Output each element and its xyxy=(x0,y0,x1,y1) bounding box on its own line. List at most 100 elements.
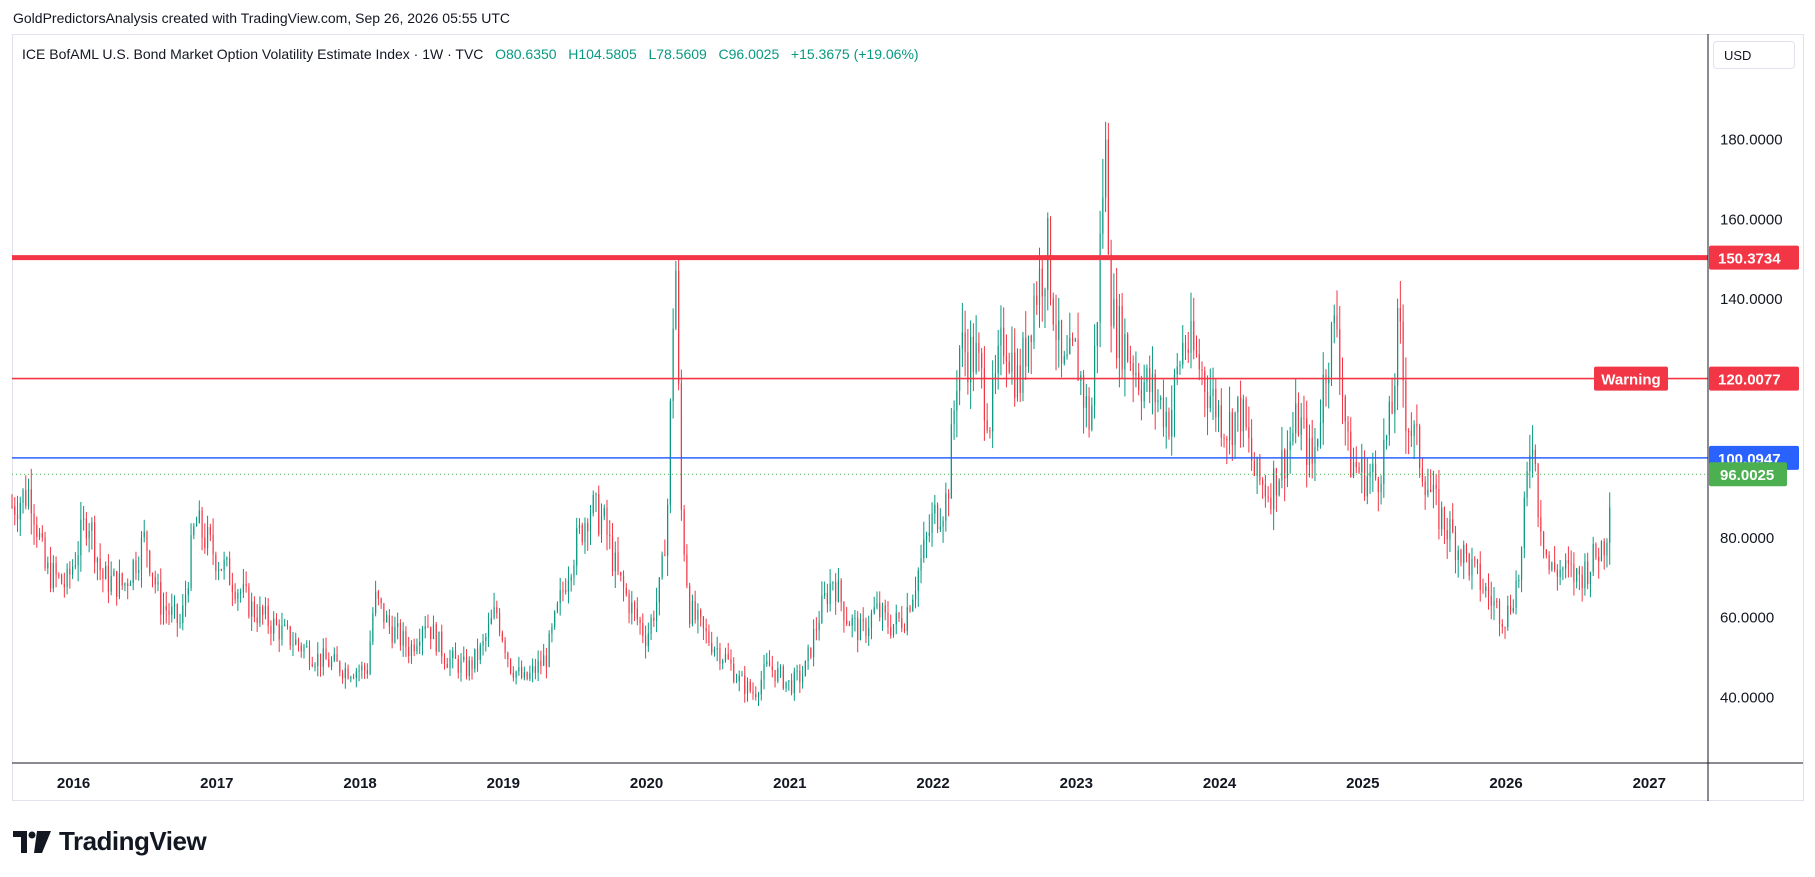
candle-body xyxy=(1366,476,1368,497)
candle-body xyxy=(981,352,983,369)
candle-body xyxy=(824,592,826,596)
candle-body xyxy=(622,575,625,588)
last-price-label: 96.0025 xyxy=(1720,467,1774,484)
candle-body xyxy=(344,668,346,679)
candle-body xyxy=(1308,437,1311,466)
candle-body xyxy=(543,655,545,666)
candle-body xyxy=(485,636,487,641)
candle-body xyxy=(151,572,154,578)
candle-body xyxy=(1052,298,1054,325)
candle-body xyxy=(162,606,165,615)
candle-body xyxy=(479,645,481,660)
y-tick-label: 80.0000 xyxy=(1720,530,1774,547)
candle-body xyxy=(1198,354,1200,370)
candle-body xyxy=(661,554,663,578)
candle-body xyxy=(986,420,988,431)
x-tick-label: 2016 xyxy=(57,775,90,792)
candle-body xyxy=(512,672,514,678)
candle-body xyxy=(813,629,815,658)
candle-body xyxy=(377,591,379,599)
candle-body xyxy=(1303,417,1305,419)
candle-body xyxy=(936,504,939,530)
candle-body xyxy=(509,658,512,673)
candle-body xyxy=(1226,439,1228,441)
candle-body xyxy=(1262,480,1264,485)
candle-body xyxy=(768,661,771,667)
candle-body xyxy=(837,580,840,602)
candle-body xyxy=(471,660,473,669)
x-tick-label: 2018 xyxy=(343,775,376,792)
candles-layer xyxy=(11,121,1611,706)
candle-body xyxy=(1273,468,1275,510)
candle-body xyxy=(1311,437,1313,464)
candle-body xyxy=(1149,368,1151,392)
candle-body xyxy=(636,608,638,620)
candle-body xyxy=(1526,471,1528,498)
candle-body xyxy=(74,565,76,567)
candle-body xyxy=(1165,411,1167,428)
candle-body xyxy=(1143,382,1145,402)
candle-body xyxy=(928,532,930,536)
candle-body xyxy=(694,601,696,620)
currency-selector[interactable]: USD xyxy=(1713,41,1795,69)
candle-body xyxy=(1267,496,1269,498)
candle-body xyxy=(559,590,561,604)
candle-body xyxy=(405,631,407,647)
candle-body xyxy=(1496,600,1498,602)
candle-body xyxy=(631,602,633,614)
candle-body xyxy=(330,660,333,667)
candle-body xyxy=(1476,559,1479,564)
candle-body xyxy=(441,631,443,657)
candle-body xyxy=(38,533,41,537)
candle-body xyxy=(1016,365,1019,398)
candle-body xyxy=(1319,422,1322,439)
candle-body xyxy=(193,526,195,536)
candle-body xyxy=(1424,481,1426,495)
candle-body xyxy=(275,618,278,625)
candle-body xyxy=(978,342,980,353)
candle-body xyxy=(722,660,724,664)
candle-body xyxy=(146,531,148,552)
candle-body xyxy=(22,489,24,503)
candle-body xyxy=(801,676,804,683)
candle-body xyxy=(41,533,43,538)
candle-body xyxy=(319,653,322,667)
candle-body xyxy=(617,552,619,573)
candle-body xyxy=(887,612,889,627)
candle-body xyxy=(96,558,98,563)
candle-body xyxy=(923,539,925,559)
candle-body xyxy=(85,518,87,539)
candle-body xyxy=(347,668,349,679)
candle-body xyxy=(939,526,941,530)
candle-body xyxy=(1286,449,1289,479)
candle-body xyxy=(700,609,702,617)
candle-body xyxy=(1245,399,1247,428)
candle-body xyxy=(314,665,316,667)
candle-body xyxy=(1322,374,1324,423)
candle-body xyxy=(664,554,666,556)
candle-body xyxy=(99,558,101,570)
candle-body xyxy=(487,623,490,637)
x-tick-label: 2021 xyxy=(773,775,806,792)
candle-body xyxy=(110,575,112,592)
candle-body xyxy=(1168,411,1170,437)
candle-body xyxy=(1587,561,1589,584)
tradingview-logo[interactable]: TradingView xyxy=(13,826,207,857)
candle-body xyxy=(1518,580,1520,582)
candle-body xyxy=(1540,517,1542,532)
candle-body xyxy=(421,629,424,642)
candle-body xyxy=(1584,561,1586,588)
candle-body xyxy=(746,681,749,694)
candle-body xyxy=(1471,558,1473,576)
candle-body xyxy=(1209,396,1211,408)
candle-body xyxy=(44,537,46,569)
candle-body xyxy=(143,531,145,538)
candle-body xyxy=(1124,334,1126,370)
candle-body xyxy=(493,607,495,618)
candle-body xyxy=(570,577,572,581)
candle-body xyxy=(675,270,677,329)
candle-body xyxy=(1306,418,1308,466)
tradingview-wordmark: TradingView xyxy=(59,826,207,856)
candle-body xyxy=(176,604,178,624)
